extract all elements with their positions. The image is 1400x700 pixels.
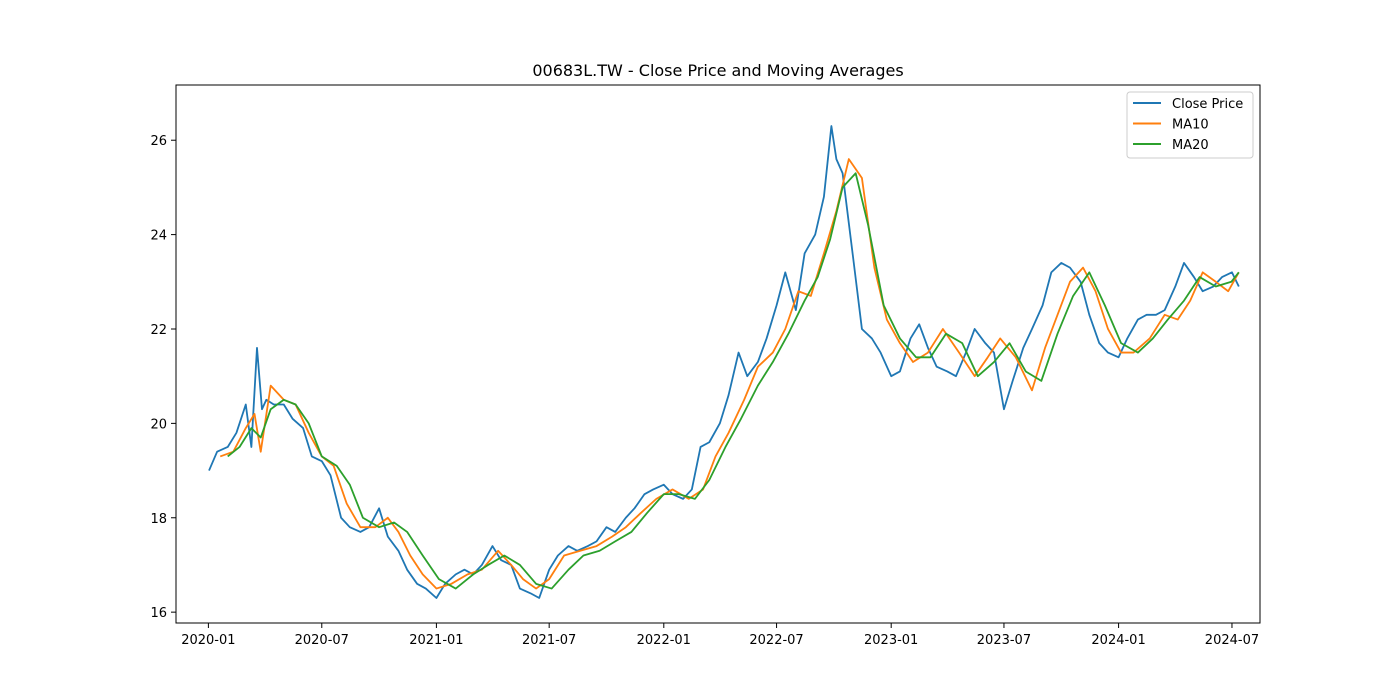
series-line-close-price [208, 125, 1240, 599]
y-tick-label: 16 [150, 606, 167, 621]
series-line-ma10 [219, 158, 1240, 590]
x-tick-label: 2021-07 [522, 633, 576, 648]
x-tick-label: 2022-01 [637, 633, 691, 648]
axes: 2020-01 2020-07 2021-01 2021-07 2022-01 2022-… [150, 84, 1261, 648]
x-tick-label: 2021-01 [409, 633, 463, 648]
x-tick-label: 2020-01 [181, 633, 235, 648]
legend-label: MA10 [1172, 118, 1209, 133]
y-tick-label: 26 [150, 134, 167, 149]
x-tick-label: 2024-01 [1091, 633, 1145, 648]
plot-frame [175, 84, 1261, 624]
chart-title: 00683L.TW - Close Price and Moving Avera… [532, 61, 903, 80]
legend-box [1126, 91, 1254, 159]
legend: Close Price MA10 MA20 [1126, 91, 1254, 159]
legend-label: Close Price [1172, 97, 1243, 112]
x-tick-label: 2024-07 [1205, 633, 1259, 648]
plot-lines [208, 125, 1240, 599]
x-tick-label: 2020-07 [295, 633, 349, 648]
y-tick-label: 18 [150, 512, 167, 527]
y-tick-label: 22 [150, 323, 167, 338]
y-tick-label: 24 [150, 229, 167, 244]
series-line-ma20 [227, 172, 1240, 590]
legend-label: MA20 [1172, 138, 1209, 153]
x-tick-label: 2023-01 [864, 633, 918, 648]
y-tick-label: 20 [150, 417, 167, 432]
x-tick-label: 2022-07 [749, 633, 803, 648]
x-tick-label: 2023-07 [977, 633, 1031, 648]
